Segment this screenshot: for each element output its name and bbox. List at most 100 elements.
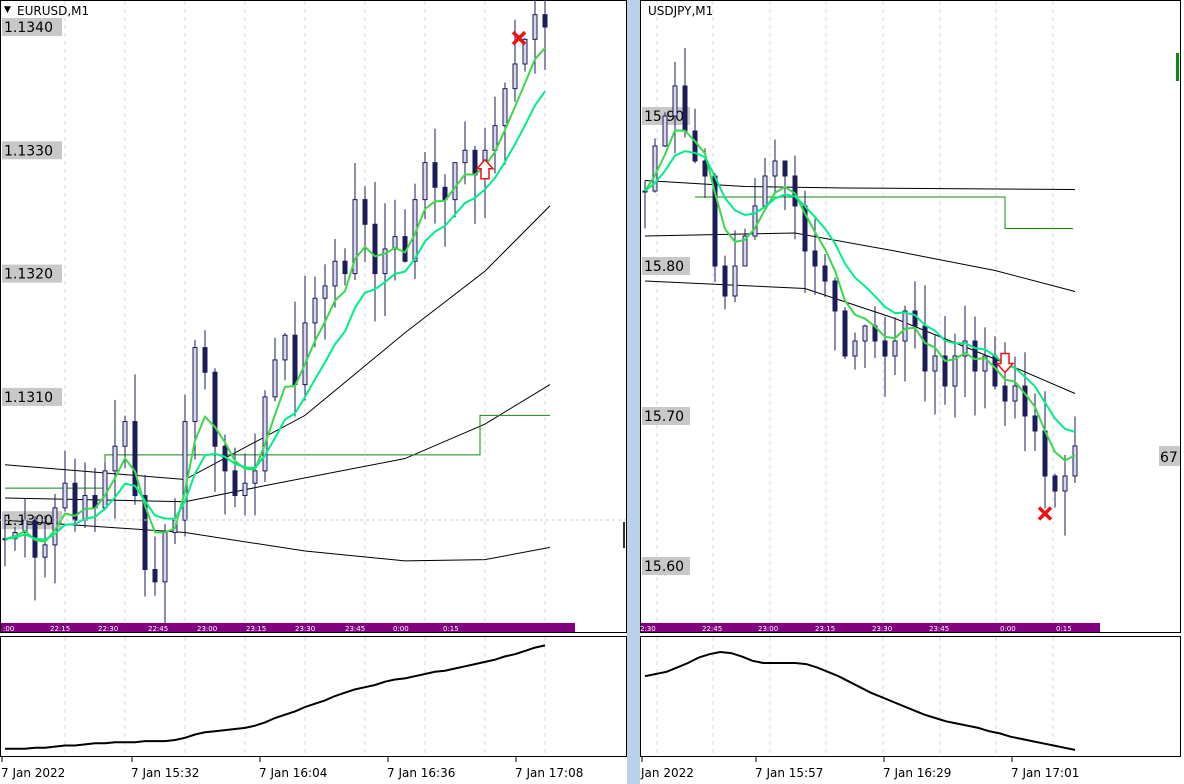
usdjpy-chart-canvas[interactable]: 15.9015.8015.7015.60672:3022:4523:0023:1… bbox=[640, 0, 1184, 784]
time-bar-label: 0:15 bbox=[443, 625, 459, 633]
time-bar-label: 0:15 bbox=[1056, 625, 1072, 633]
candle bbox=[292, 334, 298, 386]
scroll-marker[interactable] bbox=[1176, 53, 1179, 81]
candle bbox=[1062, 475, 1068, 492]
time-bar-label: 23:45 bbox=[929, 625, 949, 633]
current-price-label: 67 bbox=[1160, 450, 1178, 466]
chart-symbol-title: EURUSD,M1 bbox=[17, 4, 90, 18]
candle bbox=[192, 347, 198, 423]
slow-ema-line bbox=[4, 90, 546, 541]
candle bbox=[692, 130, 698, 162]
candle bbox=[882, 340, 888, 357]
step-line bbox=[5, 414, 550, 489]
candle bbox=[382, 248, 388, 275]
price-label-box bbox=[2, 264, 62, 283]
time-bar-label: 22:45 bbox=[148, 625, 168, 633]
price-label: 1.1320 bbox=[4, 267, 53, 283]
candle bbox=[502, 88, 508, 127]
candle bbox=[832, 280, 838, 312]
time-axis-label: 7 Jan 17:08 bbox=[515, 766, 583, 780]
scroll-marker[interactable] bbox=[623, 522, 625, 548]
candle bbox=[762, 175, 768, 207]
candle bbox=[1012, 385, 1018, 402]
candle bbox=[912, 310, 918, 327]
time-axis-label: 7 Jan 15:32 bbox=[131, 766, 199, 780]
candle bbox=[42, 544, 48, 558]
candle bbox=[132, 421, 138, 497]
price-label: 15.60 bbox=[644, 559, 684, 575]
candle bbox=[672, 85, 678, 117]
candle bbox=[312, 297, 318, 324]
candle bbox=[782, 160, 788, 177]
time-bar-label: 23:15 bbox=[246, 625, 266, 633]
time-axis-label: Jan 2022 bbox=[640, 766, 694, 780]
fast-ema-line bbox=[4, 47, 546, 543]
current-price-box bbox=[1159, 446, 1180, 466]
triangle-down-icon[interactable]: ▼ bbox=[4, 5, 11, 15]
candle bbox=[142, 495, 148, 571]
eurusd-chart-canvas[interactable]: 1.1340 1.1330 1.1320 1.1310 1.1300:00 22:15 22… bbox=[0, 0, 627, 784]
candle bbox=[942, 355, 948, 387]
time-bar-label: 23:15 bbox=[815, 625, 835, 633]
time-bar-label: 23:00 bbox=[197, 625, 217, 633]
candle bbox=[462, 149, 468, 164]
chart-symbol-title: USDJPY,M1 bbox=[648, 4, 714, 18]
usdjpy-chart-window[interactable]: 15.9015.8015.7015.60672:3022:4523:0023:1… bbox=[640, 0, 1184, 784]
candle bbox=[1032, 415, 1038, 432]
time-axis-label: 7 Jan 16:04 bbox=[259, 766, 327, 780]
fast-ema-line bbox=[644, 129, 1076, 462]
candle bbox=[512, 63, 518, 90]
candle bbox=[472, 149, 478, 176]
eurusd-chart-window[interactable]: 1.1340 1.1330 1.1320 1.1310 1.1300:00 22:15 22… bbox=[0, 0, 627, 784]
price-label: 15.70 bbox=[644, 409, 684, 425]
candle bbox=[1042, 430, 1048, 477]
candle bbox=[852, 340, 858, 357]
candle bbox=[982, 355, 988, 372]
price-label-box bbox=[642, 557, 690, 575]
cross-icon bbox=[1037, 506, 1053, 521]
candle bbox=[542, 14, 548, 28]
time-bar-label: 23:00 bbox=[758, 625, 778, 633]
up-arrow-icon bbox=[475, 158, 495, 180]
candle bbox=[702, 160, 708, 177]
candle bbox=[352, 199, 358, 275]
candle bbox=[112, 445, 118, 472]
time-bar bbox=[1, 623, 575, 632]
candle bbox=[682, 85, 688, 132]
time-bar-label: 2:30 bbox=[640, 625, 656, 633]
candle bbox=[182, 421, 188, 521]
candle bbox=[842, 310, 848, 357]
candle bbox=[662, 115, 668, 147]
candle bbox=[332, 260, 338, 287]
price-label: 1.1330 bbox=[4, 143, 53, 159]
candle bbox=[122, 421, 128, 447]
candle bbox=[902, 310, 908, 342]
candle bbox=[652, 145, 658, 192]
candle bbox=[342, 260, 348, 275]
candle bbox=[892, 340, 898, 357]
candle bbox=[752, 205, 758, 237]
candle bbox=[792, 175, 798, 207]
price-label-box bbox=[2, 141, 62, 160]
indicator-subwindow-frame bbox=[0, 636, 627, 757]
time-bar-label: 23:30 bbox=[872, 625, 892, 633]
candle bbox=[242, 482, 248, 497]
candle bbox=[282, 334, 288, 361]
candle bbox=[1072, 445, 1078, 477]
candle bbox=[772, 160, 778, 177]
candle bbox=[302, 322, 308, 386]
candle bbox=[362, 199, 368, 225]
candle bbox=[262, 396, 268, 472]
candle bbox=[102, 470, 108, 509]
candle bbox=[322, 285, 328, 299]
time-axis-label: 7 Jan 16:29 bbox=[883, 766, 951, 780]
time-bar-label: :00 bbox=[3, 625, 14, 633]
price-label-box bbox=[642, 407, 690, 425]
time-axis-label: 7 Jan 17:01 bbox=[1011, 766, 1079, 780]
time-bar bbox=[641, 623, 1100, 632]
price-label-box bbox=[642, 257, 690, 275]
window-splitter[interactable] bbox=[627, 0, 640, 784]
time-bar-label: 23:45 bbox=[345, 625, 365, 633]
candle bbox=[422, 162, 428, 201]
candle bbox=[1002, 385, 1008, 402]
